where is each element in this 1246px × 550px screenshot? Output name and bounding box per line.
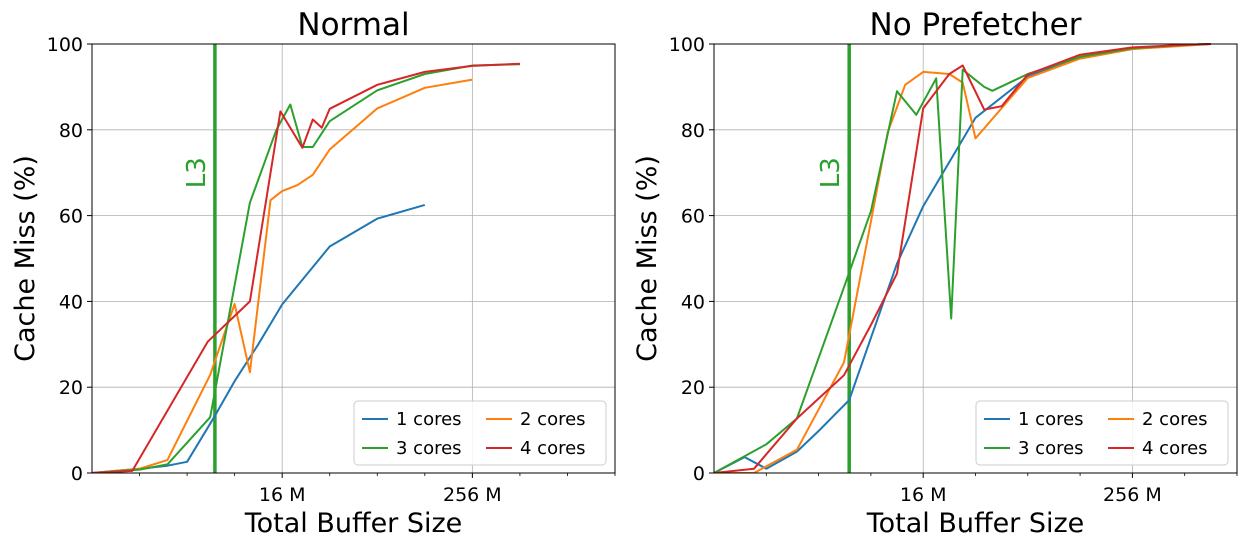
legend-label-3: 3 cores <box>396 438 462 459</box>
y-tick-label: 20 <box>59 377 83 399</box>
y-tick-label: 60 <box>681 206 705 228</box>
legend-label-2: 2 cores <box>520 409 586 430</box>
chart-panel-1: 0 20 40 60 80 100 16 M 256 M L3 Normal Total Buffe… <box>10 7 616 539</box>
y-tick-label: 0 <box>693 463 705 485</box>
legend-label-2: 2 cores <box>1142 409 1208 430</box>
chart-panel-2: 0 20 40 60 80 100 16 M 256 M L3 No Prefetcher Tota… <box>632 7 1238 539</box>
legend-box <box>975 400 1229 466</box>
plot-frame <box>713 43 1238 474</box>
series-line-2 <box>92 78 473 473</box>
y-axis-label: Cache Miss (%) <box>10 155 41 362</box>
y-tick-label: 20 <box>681 377 705 399</box>
legend: 1 cores 2 cores 3 cores 4 cores <box>353 400 607 466</box>
plot-frame <box>91 43 616 474</box>
y-tick-label: 60 <box>59 206 83 228</box>
series-line-4 <box>92 62 520 473</box>
series-line-3 <box>92 63 520 473</box>
series-line-4 <box>714 43 1211 473</box>
x-tick-label: 16 M <box>259 484 306 506</box>
x-axis-label: Total Buffer Size <box>866 508 1085 539</box>
y-tick-label: 100 <box>669 34 705 56</box>
y-tick-label: 80 <box>59 120 83 142</box>
legend: 1 cores 2 cores 3 cores 4 cores <box>975 400 1229 466</box>
y-tick-label: 40 <box>681 291 705 313</box>
y-tick-label: 100 <box>47 34 83 56</box>
legend-label-3: 3 cores <box>1018 438 1084 459</box>
legend-label-1: 1 cores <box>396 409 462 430</box>
l3-label: L3 <box>182 157 212 188</box>
chart-title: Normal <box>297 7 409 43</box>
chart-title: No Prefetcher <box>870 7 1082 43</box>
legend-label-1: 1 cores <box>1018 409 1084 430</box>
series-line-2 <box>714 43 1211 473</box>
legend-label-4: 4 cores <box>1142 438 1208 459</box>
x-axis-label: Total Buffer Size <box>244 508 463 539</box>
y-tick-label: 80 <box>681 120 705 142</box>
y-axis-label: Cache Miss (%) <box>632 155 663 362</box>
y-tick-label: 0 <box>71 463 83 485</box>
x-tick-label: 256 M <box>1103 484 1162 506</box>
legend-label-4: 4 cores <box>520 438 586 459</box>
y-tick-label: 40 <box>59 291 83 313</box>
x-tick-label: 16 M <box>900 484 947 506</box>
x-tick-label: 256 M <box>443 484 502 506</box>
series-line-3 <box>714 43 1211 473</box>
l3-label: L3 <box>816 157 846 188</box>
legend-box <box>353 400 607 466</box>
